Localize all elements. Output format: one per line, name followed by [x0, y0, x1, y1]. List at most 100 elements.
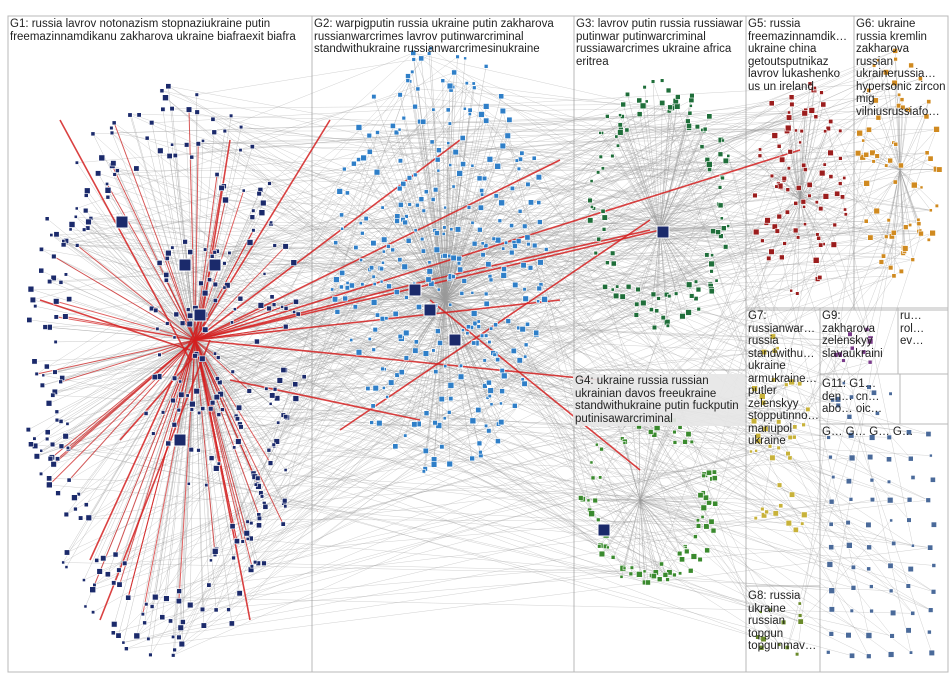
- graph-edge: [620, 124, 661, 231]
- graph-edge: [63, 562, 631, 575]
- graph-node: [178, 379, 183, 384]
- graph-node: [194, 109, 200, 115]
- graph-edge: [602, 94, 900, 169]
- graph-edge: [442, 80, 670, 112]
- graph-node: [905, 627, 912, 634]
- graph-node: [774, 184, 779, 189]
- graph-node: [238, 424, 244, 430]
- graph-edge: [347, 105, 899, 284]
- graph-node-large: [597, 523, 611, 537]
- highlight-edge: [60, 339, 196, 383]
- graph-edge: [281, 306, 870, 636]
- graph-node: [333, 276, 340, 283]
- graph-node: [42, 324, 48, 330]
- graph-node: [457, 266, 464, 273]
- graph-node: [706, 161, 713, 168]
- graph-node: [494, 163, 502, 170]
- graph-node: [780, 619, 787, 625]
- graph-edge: [688, 125, 846, 215]
- graph-edge: [54, 288, 540, 393]
- graph-edge: [890, 169, 901, 268]
- graph-node: [282, 243, 289, 250]
- graph-node: [66, 296, 73, 303]
- graph-node: [684, 548, 690, 555]
- graph-node: [776, 213, 782, 220]
- graph-node: [656, 296, 661, 301]
- graph-node: [659, 100, 666, 107]
- graph-node: [426, 268, 433, 275]
- graph-node: [28, 441, 34, 448]
- graph-node: [892, 48, 899, 54]
- graph-node: [888, 588, 894, 594]
- graph-edge: [778, 58, 896, 147]
- graph-node: [715, 229, 721, 235]
- graph-node: [709, 269, 714, 274]
- graph-node: [184, 142, 190, 148]
- graph-edge: [90, 96, 792, 219]
- graph-node: [776, 445, 781, 451]
- graph-node: [486, 156, 494, 163]
- graph-node: [693, 279, 699, 284]
- graph-node: [578, 495, 584, 501]
- graph-node: [222, 261, 227, 266]
- graph-edge: [530, 83, 811, 203]
- graph-edge: [661, 102, 774, 337]
- graph-node: [433, 246, 441, 253]
- graph-node: [38, 246, 44, 252]
- graph-node: [828, 498, 835, 505]
- graph-node: [785, 187, 791, 192]
- graph-node: [508, 249, 515, 256]
- graph-edge: [182, 53, 430, 324]
- graph-node: [466, 205, 472, 210]
- graph-node: [847, 432, 855, 439]
- graph-edge: [117, 169, 806, 171]
- graph-node: [207, 277, 212, 283]
- graph-node: [594, 442, 599, 447]
- graph-edge: [444, 226, 525, 301]
- graph-node: [605, 114, 610, 119]
- graph-node: [149, 604, 155, 609]
- graph-edge: [444, 254, 484, 301]
- graph-edge: [162, 339, 196, 618]
- graph-node: [834, 190, 841, 197]
- graph-edge: [444, 299, 499, 442]
- graph-node: [479, 333, 485, 338]
- graph-edge: [605, 164, 825, 536]
- graph-node: [410, 69, 415, 74]
- graph-node: [355, 349, 363, 356]
- graph-node: [708, 288, 715, 295]
- graph-node: [537, 219, 543, 225]
- graph-edge: [168, 85, 491, 277]
- graph-edge: [49, 484, 934, 566]
- graph-node: [536, 299, 540, 304]
- graph-node: [486, 428, 492, 434]
- graph-node: [697, 556, 703, 563]
- graph-edge: [425, 101, 929, 354]
- graph-node: [448, 163, 453, 167]
- graph-node: [165, 321, 170, 326]
- graph-edge: [438, 170, 618, 287]
- graph-edge: [490, 310, 657, 391]
- graph-node: [926, 237, 931, 242]
- graph-node: [487, 393, 492, 399]
- graph-node: [27, 285, 35, 293]
- graph-edge: [285, 72, 455, 327]
- graph-edge: [50, 390, 491, 459]
- graph-node: [375, 130, 380, 135]
- graph-edge: [449, 412, 680, 554]
- graph-edge: [259, 262, 541, 519]
- graph-edge: [68, 448, 893, 637]
- graph-node: [166, 153, 173, 160]
- graph-edge: [41, 71, 887, 452]
- graph-node: [470, 163, 475, 168]
- graph-node: [439, 444, 445, 450]
- graph-edge: [768, 199, 801, 259]
- graph-node: [257, 302, 265, 309]
- graph-edge: [438, 252, 904, 426]
- graph-edge: [191, 123, 450, 450]
- graph-node: [865, 521, 872, 528]
- graph-edge: [414, 224, 911, 284]
- graph-node: [187, 312, 194, 319]
- graph-node: [451, 274, 456, 279]
- graph-node: [499, 401, 503, 406]
